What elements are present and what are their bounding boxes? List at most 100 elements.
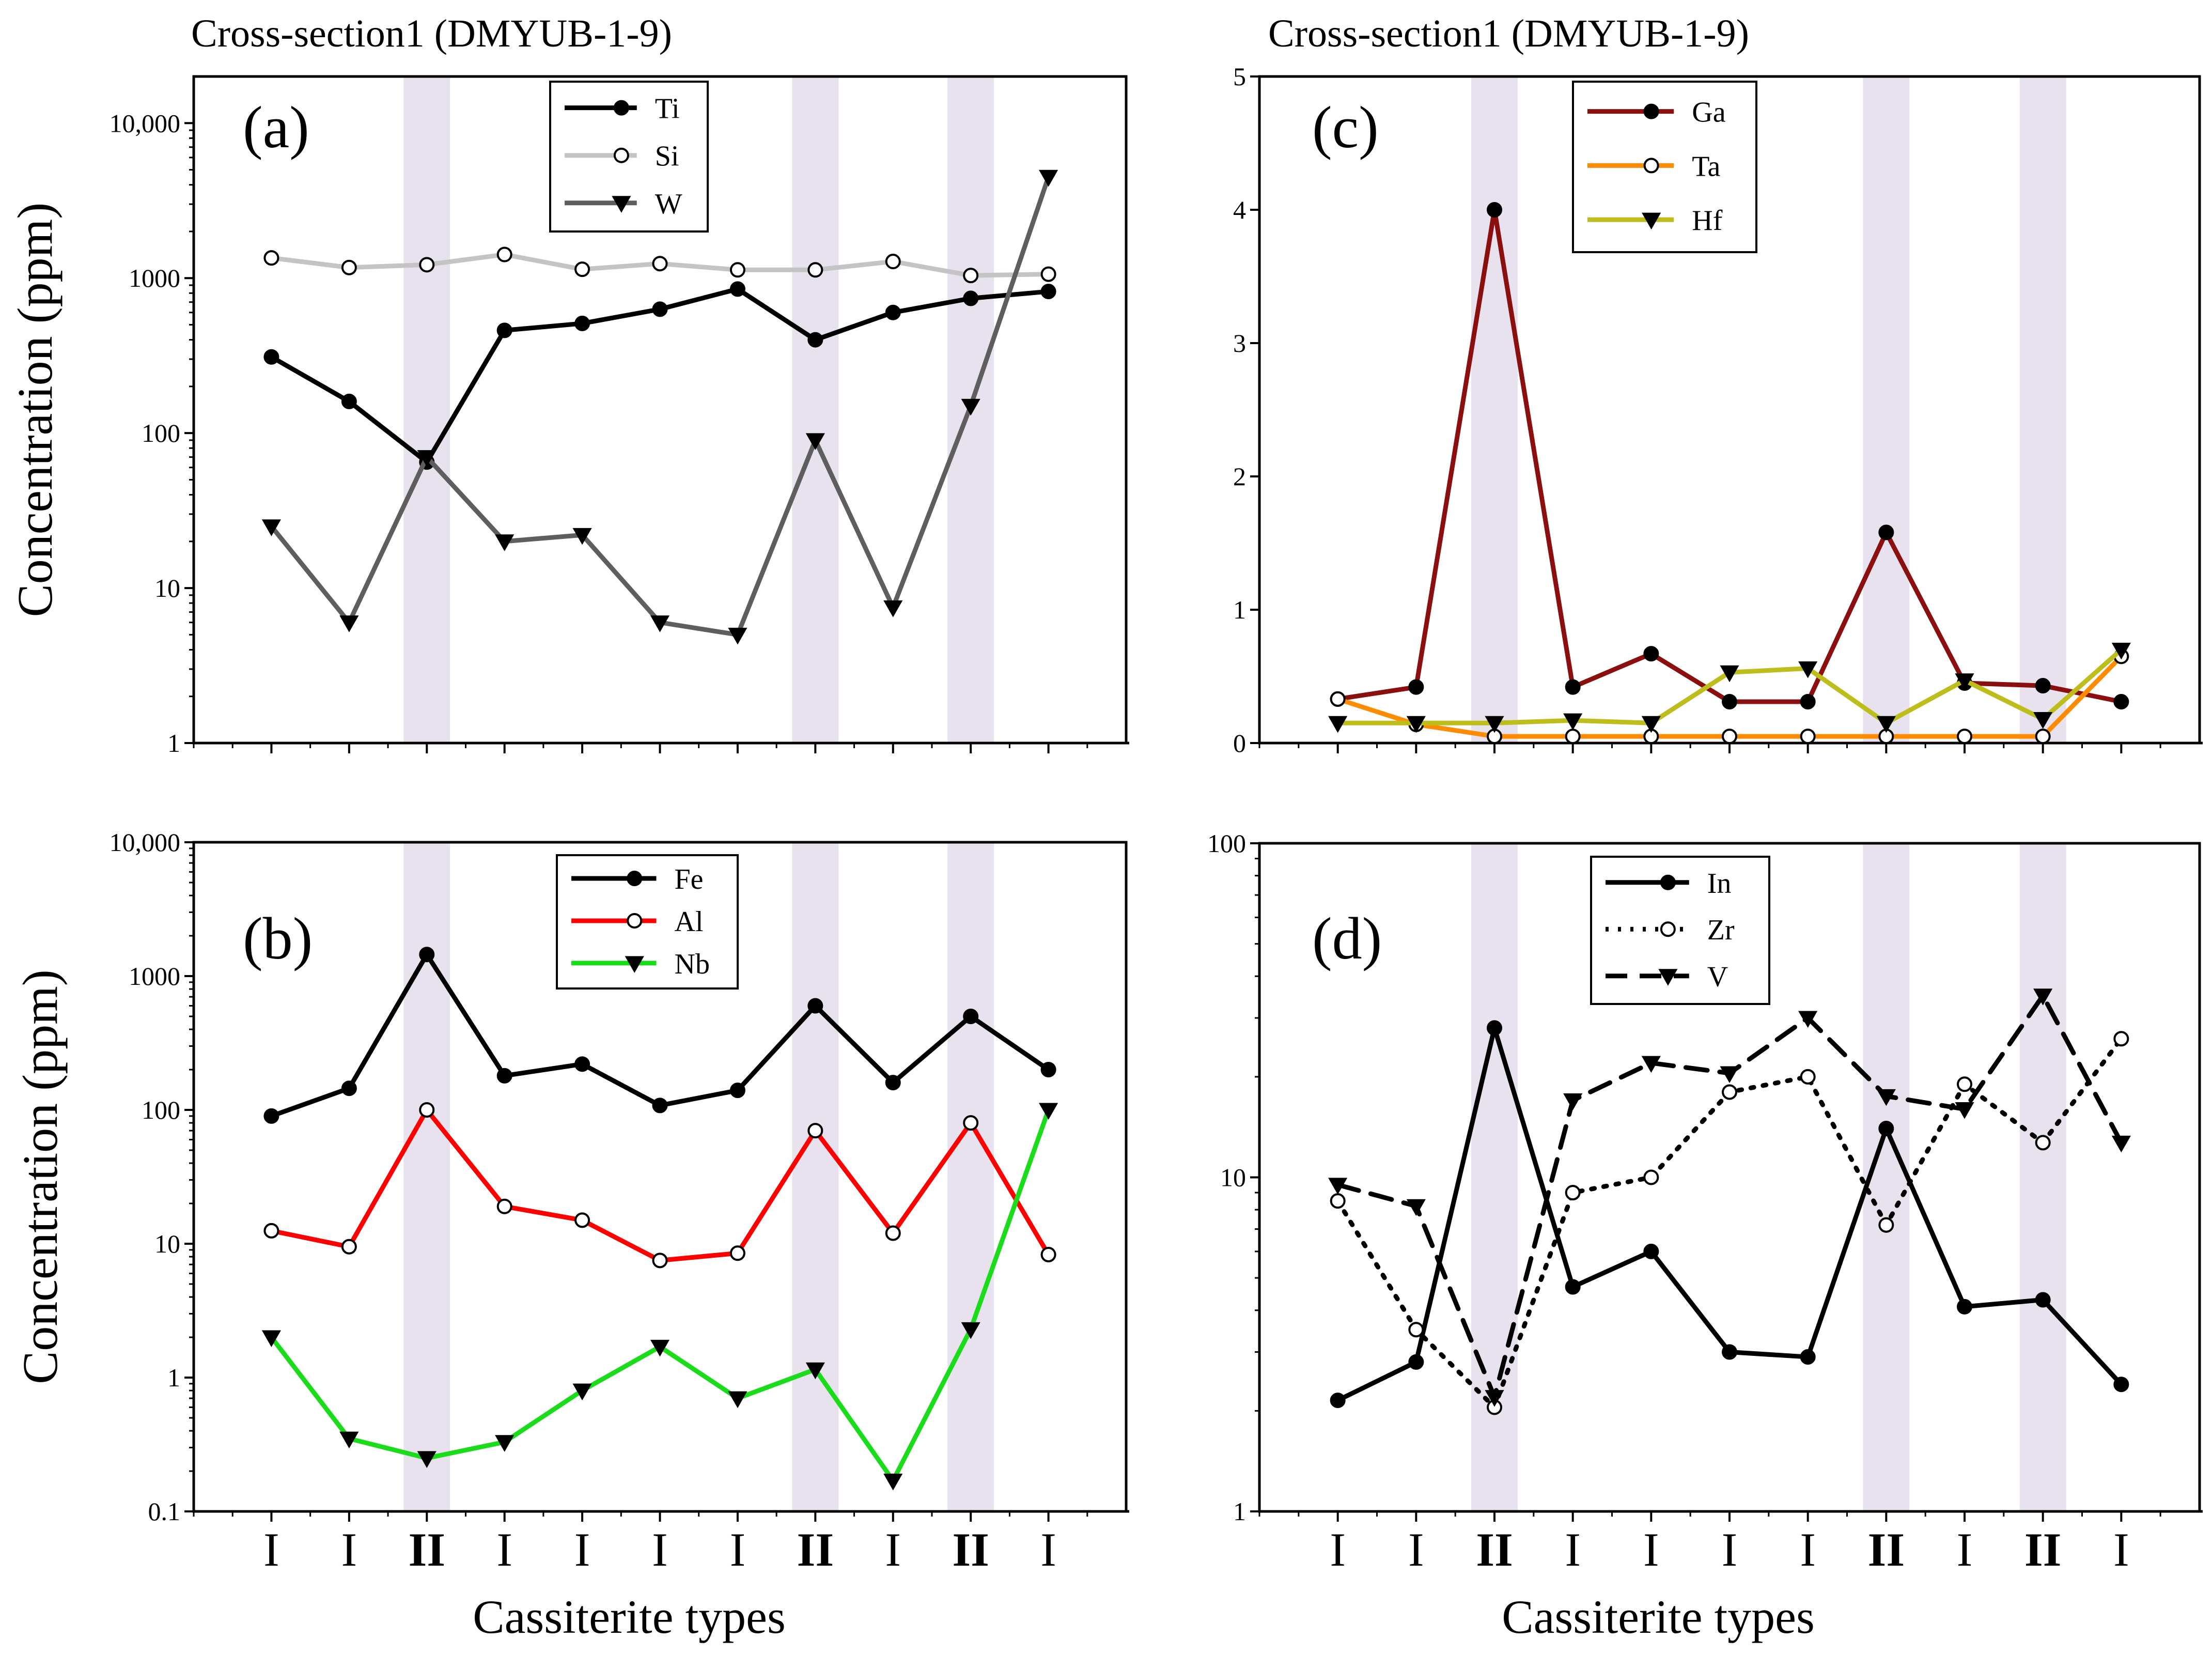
highlight-band-9 [2019,76,2066,743]
legend-marker-in [1660,874,1676,890]
point-nb-3 [495,1435,515,1452]
point-ga-7 [1878,524,1894,540]
point-ta-8 [1957,729,1972,745]
y-tick-label: 1000 [129,264,180,292]
point-ta-6 [1800,729,1816,745]
y-tick-label: 3 [1233,329,1246,358]
legend-marker-w [612,196,631,213]
point-nb-10 [1038,1103,1058,1120]
point-fe-3 [496,1068,512,1084]
legend-label-si: Si [655,141,679,173]
x-category-label: I [652,1523,668,1576]
point-in-2 [1487,1020,1502,1036]
x-category-label: I [496,1523,512,1576]
legend-label-fe: Fe [675,863,704,895]
x-category-label: I [885,1523,901,1576]
point-si-2 [419,257,435,273]
point-ti-7 [807,332,823,348]
x-axis-label: Cassiterite types [473,1590,786,1643]
point-zr-4 [1643,1169,1659,1185]
point-v-5 [1720,1066,1739,1083]
point-fe-0 [263,1108,279,1124]
highlight-band-9 [2019,843,2066,1511]
point-si-7 [807,262,823,278]
point-ti-3 [496,322,512,338]
x-category-label: I [1722,1523,1738,1576]
y-tick-label: 0.1 [148,1497,181,1526]
panel-a-chart: 1 10 100 1000 10,000 Cross-section1 (DMYUB-1-… [7,12,1129,758]
x-axis-label: Cassiterite types [1502,1590,1815,1643]
point-in-3 [1565,1279,1581,1295]
series-line-w [269,174,1051,637]
point-v-0 [1328,1178,1348,1195]
chart-title: Cross-section1 (DMYUB-1-9) [191,12,672,55]
point-nb-0 [261,1330,282,1348]
panel-c-chart: 0 1 2 3 4 5 Cross-section1 (DMYUB-1-9) (c) Ga Ta H… [1233,12,2203,758]
point-si-9 [963,268,979,284]
y-tick-label: 10 [154,1229,180,1258]
y-tick-label: 1 [1233,595,1246,624]
point-nb-7 [805,1362,825,1380]
point-hf-2 [1485,716,1504,733]
legend-label-in: In [1707,868,1732,900]
series-line-al [269,1107,1051,1263]
point-hf-0 [1328,716,1348,733]
point-si-8 [885,254,901,270]
legend: In Zr V [1590,856,1770,1005]
legend-marker-hf [1642,212,1661,230]
point-in-10 [2113,1377,2129,1393]
x-category-label: I [263,1523,279,1576]
x-category-label: II [952,1523,989,1576]
legend-marker-fe [627,871,643,887]
point-nb-1 [339,1431,359,1449]
point-fe-4 [574,1056,590,1072]
point-si-10 [1040,266,1056,282]
legend-label-zr: Zr [1707,914,1735,946]
point-zr-0 [1330,1193,1346,1209]
legend-label-hf: Hf [1692,205,1722,237]
highlight-band-2 [1471,76,1518,743]
y-tick-label: 10 [1220,1163,1246,1192]
point-v-6 [1798,1011,1818,1028]
point-w-7 [805,433,825,450]
y-tick-label: 5 [1233,62,1246,91]
point-al-7 [807,1123,823,1139]
y-tick-label: 4 [1233,195,1246,224]
point-zr-10 [2113,1031,2129,1047]
legend-label-w: W [655,188,682,220]
point-al-1 [341,1239,357,1255]
point-hf-7 [1876,716,1896,733]
point-in-6 [1800,1349,1816,1365]
panel-letter: (c) [1312,95,1379,161]
point-si-6 [729,262,745,278]
point-zr-3 [1565,1185,1581,1201]
point-in-8 [1957,1299,1972,1315]
point-ga-6 [1800,694,1816,710]
point-w-1 [339,615,359,632]
point-al-10 [1040,1246,1056,1262]
x-category-label: II [1476,1523,1513,1576]
point-fe-9 [963,1008,979,1024]
x-category-label: I [730,1523,746,1576]
point-nb-9 [961,1322,980,1339]
highlight-band-7 [792,76,839,743]
point-hf-5 [1720,665,1739,683]
x-category-label: I [1040,1523,1056,1576]
point-in-0 [1330,1393,1346,1409]
point-fe-7 [807,998,823,1014]
point-hf-6 [1798,661,1818,678]
point-ta-9 [2035,729,2051,745]
point-zr-7 [1878,1217,1894,1233]
point-ti-6 [729,281,745,297]
point-ta-5 [1722,729,1737,745]
x-category-label: I [574,1523,590,1576]
x-category-label: I [2113,1523,2129,1576]
point-in-4 [1643,1243,1659,1259]
point-v-10 [2111,1135,2131,1153]
x-category-label: I [1800,1523,1816,1576]
highlight-band-7 [1863,76,1910,743]
panel-letter: (b) [243,906,313,972]
